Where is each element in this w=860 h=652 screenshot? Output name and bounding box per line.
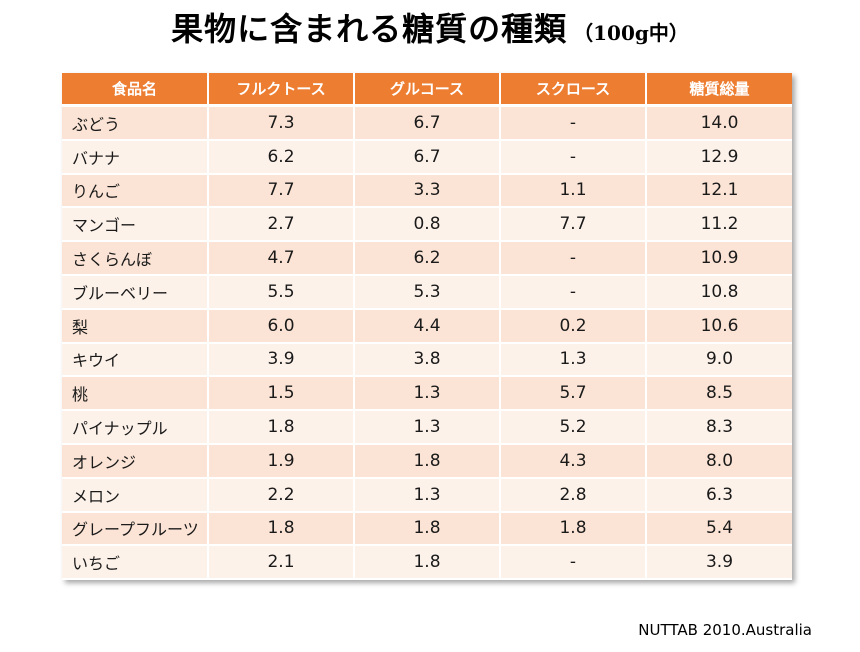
title-unit: （100g中） xyxy=(573,21,689,45)
cell-fructose: 1.8 xyxy=(208,410,355,445)
header-fructose: フルクトース xyxy=(208,73,355,107)
cell-sucrose: - xyxy=(500,241,647,276)
table-row: パイナップル 1.8 1.3 5.2 8.3 xyxy=(62,410,792,445)
cell-food-name: 桃 xyxy=(62,376,209,412)
table-header-row: 食品名 フルクトース グルコース スクロース 糖質総量 xyxy=(62,73,792,107)
cell-glucose: 1.3 xyxy=(354,477,501,513)
cell-sucrose: 5.2 xyxy=(500,410,647,445)
table-row: 梨 6.0 4.4 0.2 10.6 xyxy=(62,308,792,344)
cell-food-name: バナナ xyxy=(62,139,209,175)
table-row: ぶどう 7.3 6.7-14.0 xyxy=(62,105,792,141)
cell-fructose: 2.7 xyxy=(208,207,355,243)
header-total-sugar: 糖質総量 xyxy=(646,73,792,107)
table-body: ぶどう 7.3 6.7-14.0 バナナ 6.2 6.7-12.9 りんご 7.7 3.3 1.1… xyxy=(62,105,792,581)
cell-food-name: ブルーベリー xyxy=(62,274,209,310)
cell-fructose: 5.5 xyxy=(208,274,355,310)
cell-food-name: 梨 xyxy=(62,308,209,344)
cell-total-sugar: 11.2 xyxy=(646,207,792,243)
cell-total-sugar: 8.3 xyxy=(646,410,792,445)
table-row: ブルーベリー 5.5 5.3-10.8 xyxy=(62,274,792,310)
cell-fructose: 7.7 xyxy=(208,173,355,209)
cell-glucose: 1.8 xyxy=(354,443,501,479)
cell-food-name: グレープフルーツ xyxy=(62,511,209,547)
table-row: マンゴー 2.7 0.8 7.7 11.2 xyxy=(62,207,792,243)
table-row: いちご 2.1 1.8-3.9 xyxy=(62,545,792,581)
cell-total-sugar: 3.9 xyxy=(646,545,792,581)
cell-food-name: オレンジ xyxy=(62,443,209,479)
cell-glucose: 4.4 xyxy=(354,308,501,344)
cell-glucose: 0.8 xyxy=(354,207,501,243)
cell-food-name: ぶどう xyxy=(62,105,209,141)
cell-total-sugar: 14.0 xyxy=(646,105,792,141)
cell-glucose: 3.8 xyxy=(354,342,501,378)
page-title: 果物に含まれる糖質の種類 （100g中） xyxy=(0,4,860,50)
cell-sucrose: 5.7 xyxy=(500,376,647,412)
cell-sucrose: 7.7 xyxy=(500,207,647,243)
cell-total-sugar: 10.8 xyxy=(646,274,792,310)
source-citation: NUTTAB 2010.Australia xyxy=(638,621,812,639)
cell-fructose: 3.9 xyxy=(208,342,355,378)
cell-glucose: 1.8 xyxy=(354,511,501,547)
cell-total-sugar: 8.0 xyxy=(646,443,792,479)
cell-fructose: 6.0 xyxy=(208,308,355,344)
cell-sucrose: 1.1 xyxy=(500,173,647,209)
cell-food-name: マンゴー xyxy=(62,207,209,243)
cell-fructose: 1.8 xyxy=(208,511,355,547)
table-row: さくらんぼ 4.7 6.2-10.9 xyxy=(62,241,792,276)
table-row: 桃 1.5 1.3 5.7 8.5 xyxy=(62,376,792,412)
cell-glucose: 6.2 xyxy=(354,241,501,276)
cell-total-sugar: 12.1 xyxy=(646,173,792,209)
cell-fructose: 1.9 xyxy=(208,443,355,479)
cell-sucrose: 1.3 xyxy=(500,342,647,378)
cell-sucrose: - xyxy=(500,545,647,581)
table-row: バナナ 6.2 6.7-12.9 xyxy=(62,139,792,175)
cell-total-sugar: 12.9 xyxy=(646,139,792,175)
cell-glucose: 1.3 xyxy=(354,376,501,412)
cell-food-name: さくらんぼ xyxy=(62,241,209,276)
cell-food-name: キウイ xyxy=(62,342,209,378)
cell-food-name: いちご xyxy=(62,545,209,581)
cell-glucose: 1.8 xyxy=(354,545,501,581)
header-food-name: 食品名 xyxy=(62,73,209,107)
table-row: メロン 2.2 1.3 2.8 6.3 xyxy=(62,477,792,513)
cell-fructose: 7.3 xyxy=(208,105,355,141)
cell-sucrose: 1.8 xyxy=(500,511,647,547)
table-row: りんご 7.7 3.3 1.1 12.1 xyxy=(62,173,792,209)
header-sucrose: スクロース xyxy=(500,73,647,107)
cell-total-sugar: 8.5 xyxy=(646,376,792,412)
cell-sucrose: 2.8 xyxy=(500,477,647,513)
cell-total-sugar: 6.3 xyxy=(646,477,792,513)
cell-food-name: りんご xyxy=(62,173,209,209)
cell-fructose: 1.5 xyxy=(208,376,355,412)
cell-glucose: 6.7 xyxy=(354,105,501,141)
table-row: グレープフルーツ 1.8 1.8 1.8 5.4 xyxy=(62,511,792,547)
title-main: 果物に含まれる糖質の種類 xyxy=(171,10,568,48)
sugar-table: 食品名 フルクトース グルコース スクロース 糖質総量 ぶどう 7.3 6.7-14… xyxy=(62,73,792,581)
table-row: キウイ 3.9 3.8 1.3 9.0 xyxy=(62,342,792,378)
cell-total-sugar: 9.0 xyxy=(646,342,792,378)
cell-sucrose: - xyxy=(500,105,647,141)
header-glucose: グルコース xyxy=(354,73,501,107)
cell-total-sugar: 10.6 xyxy=(646,308,792,344)
cell-sucrose: 4.3 xyxy=(500,443,647,479)
cell-total-sugar: 5.4 xyxy=(646,511,792,547)
cell-fructose: 2.1 xyxy=(208,545,355,581)
sugar-table-container: 食品名 フルクトース グルコース スクロース 糖質総量 ぶどう 7.3 6.7-14… xyxy=(62,73,792,581)
cell-glucose: 3.3 xyxy=(354,173,501,209)
cell-total-sugar: 10.9 xyxy=(646,241,792,276)
cell-fructose: 4.7 xyxy=(208,241,355,276)
cell-food-name: メロン xyxy=(62,477,209,513)
cell-fructose: 2.2 xyxy=(208,477,355,513)
cell-glucose: 1.3 xyxy=(354,410,501,445)
cell-food-name: パイナップル xyxy=(62,410,209,445)
cell-sucrose: 0.2 xyxy=(500,308,647,344)
cell-sucrose: - xyxy=(500,139,647,175)
cell-glucose: 5.3 xyxy=(354,274,501,310)
cell-sucrose: - xyxy=(500,274,647,310)
cell-glucose: 6.7 xyxy=(354,139,501,175)
table-row: オレンジ 1.9 1.8 4.3 8.0 xyxy=(62,443,792,479)
cell-fructose: 6.2 xyxy=(208,139,355,175)
